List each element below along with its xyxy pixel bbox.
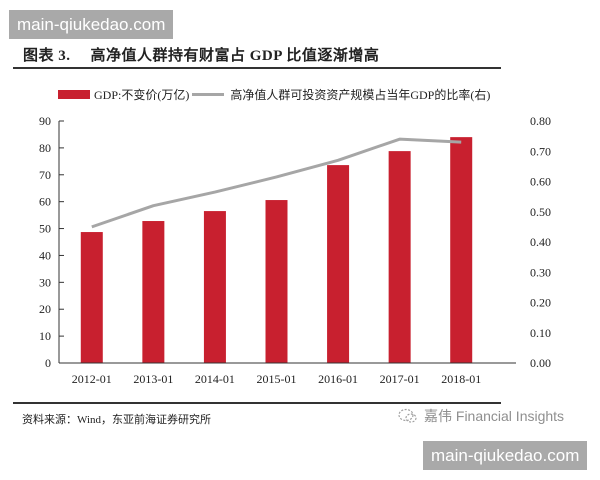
x-tick-label: 2012-01 <box>72 372 112 386</box>
wechat-icon <box>398 408 417 423</box>
y-tick-label: 0 <box>45 356 51 370</box>
bar-2015-01 <box>265 200 288 363</box>
watermark-top: main-qiukedao.com <box>9 10 174 39</box>
figure-number: 图表 3. <box>23 48 71 64</box>
bar-2014-01 <box>203 211 226 363</box>
source-note: 资料来源：Wind，东亚前海证券研究所 <box>22 414 211 426</box>
footer-divider <box>13 402 501 404</box>
y2-tick-label: 0.30 <box>530 265 551 279</box>
y2-tick-label: 0.10 <box>530 326 551 340</box>
legend-line-swatch <box>192 93 225 96</box>
watermark-bottom: main-qiukedao.com <box>423 441 588 470</box>
y-tick-label: 90 <box>39 114 51 128</box>
title-divider <box>13 67 501 69</box>
y-tick-label: 10 <box>39 329 51 343</box>
ratio-line <box>91 137 462 229</box>
y2-tick-label: 0.70 <box>530 144 551 158</box>
figure-title: 图表 3. 高净值人群持有财富占 GDP 比值逐渐增高 <box>23 44 379 65</box>
x-tick-label: 2014-01 <box>195 372 235 386</box>
y-tick-label: 70 <box>39 168 51 182</box>
y-tick-label: 40 <box>39 248 51 262</box>
x-axis: 2012-01 2013-01 2014-01 2015-01 2016-01 2017-… <box>59 362 516 386</box>
y2-tick-label: 0.20 <box>530 296 551 310</box>
y2-tick-label: 0.60 <box>530 175 551 189</box>
y-tick-label: 50 <box>39 222 51 236</box>
y-tick-label: 80 <box>39 141 51 155</box>
chart-plot: 0 10 20 30 40 50 60 70 80 90 0.00 0.10 0.20 0.30 0.40… <box>39 114 551 386</box>
bar-2018-01 <box>450 137 473 363</box>
brand-mark: 嘉伟 Financial Insights <box>398 406 564 426</box>
y2-tick-label: 0.40 <box>530 235 551 249</box>
legend-bar-swatch <box>58 90 90 99</box>
y2-tick-label: 0.50 <box>530 205 551 219</box>
bar-2013-01 <box>142 221 165 363</box>
x-tick-label: 2017-01 <box>380 372 420 386</box>
x-tick-label: 2016-01 <box>318 372 358 386</box>
brand-text: 嘉伟 Financial Insights <box>424 408 565 424</box>
y-tick-label: 30 <box>39 275 51 289</box>
y-tick-label: 60 <box>39 195 51 209</box>
x-tick-label: 2018-01 <box>441 372 481 386</box>
x-tick-label: 2013-01 <box>133 372 173 386</box>
x-tick-label: 2015-01 <box>257 372 297 386</box>
y-tick-label: 20 <box>39 302 51 316</box>
y2-tick-label: 0.80 <box>530 114 551 128</box>
bar-2016-01 <box>327 165 350 363</box>
y-axis-right: 0.00 0.10 0.20 0.30 0.40 0.50 0.60 0.70 0.80 <box>530 114 551 370</box>
legend-bar-label: GDP:不变价(万亿) <box>94 88 190 102</box>
chart-legend: GDP:不变价(万亿) 高净值人群可投资资产规模占当年GDP的比率(右) <box>58 86 490 103</box>
line-series <box>91 137 462 229</box>
bar-2012-01 <box>80 232 103 363</box>
bar-series <box>80 137 473 363</box>
y-axis-left: 0 10 20 30 40 50 60 70 80 90 <box>39 114 64 370</box>
legend-line-label: 高净值人群可投资资产规模占当年GDP的比率(右) <box>230 88 491 102</box>
y2-tick-label: 0.00 <box>530 356 551 370</box>
bar-2017-01 <box>388 151 411 363</box>
figure-title-text: 高净值人群持有财富占 GDP 比值逐渐增高 <box>90 48 380 64</box>
